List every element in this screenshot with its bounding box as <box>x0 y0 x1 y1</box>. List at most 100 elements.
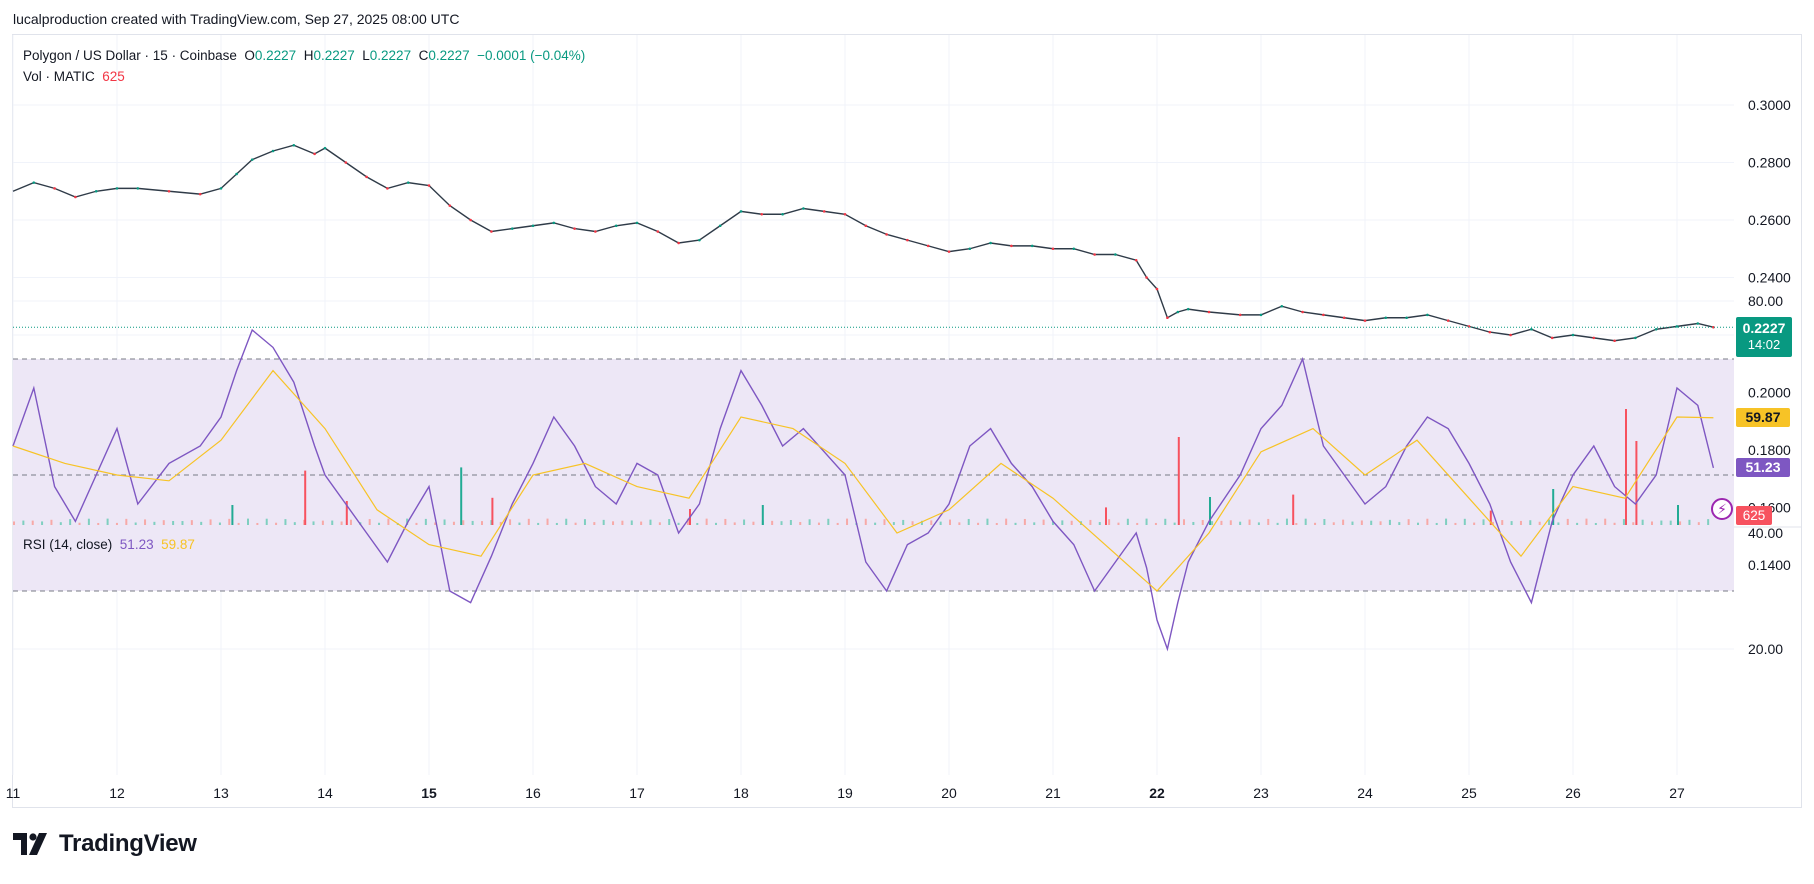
volume-bar <box>621 520 624 525</box>
volume-bar <box>97 522 100 525</box>
volume-bar <box>911 521 914 525</box>
tradingview-logo[interactable]: TradingView <box>13 830 197 858</box>
volume-bar <box>1473 522 1476 525</box>
volume-bar <box>612 521 615 525</box>
volume-bar <box>153 521 156 525</box>
volume-bar <box>443 519 446 525</box>
volume-bar <box>490 520 493 525</box>
price-point <box>1114 253 1117 256</box>
volume-bar <box>481 521 483 525</box>
volume-bar <box>1398 522 1401 525</box>
volume-bar <box>696 522 699 525</box>
volume-bar <box>499 521 502 525</box>
volume-bar <box>471 520 474 525</box>
volume-spike-bar <box>761 505 764 525</box>
tradingview-logo-icon <box>13 833 47 855</box>
volume-bar <box>1445 518 1448 525</box>
volume-bar <box>958 522 961 525</box>
volume-bar <box>312 521 315 525</box>
volume-bar <box>293 522 296 525</box>
volume-label[interactable]: Vol · MATIC <box>23 69 95 84</box>
high-label: H <box>303 48 314 63</box>
price-tick-label: 0.1800 <box>1748 442 1791 458</box>
volume-spike-bar <box>460 467 463 525</box>
price-point <box>250 158 254 161</box>
volume-bar <box>1051 521 1054 525</box>
volume-spike-bar <box>231 505 234 525</box>
price-point <box>1712 325 1715 329</box>
price-point <box>167 189 171 193</box>
volume-spike-bar <box>1292 494 1295 525</box>
volume-bar <box>303 519 306 525</box>
time-tick-label: 15 <box>421 785 437 801</box>
volume-bar <box>686 518 689 525</box>
volume-bar <box>668 519 671 525</box>
volume-bar <box>583 519 586 525</box>
volume-spike-bar <box>1677 505 1679 525</box>
volume-bar <box>1548 519 1551 525</box>
volume-bar <box>1257 522 1260 525</box>
volume-bar <box>1183 519 1185 525</box>
price-point <box>510 227 514 230</box>
time-tick-label: 19 <box>837 785 853 801</box>
volume-bar <box>630 520 633 525</box>
volume-bar <box>462 520 465 525</box>
rsi-label[interactable]: RSI (14, close) <box>23 537 113 552</box>
volume-bar <box>1519 520 1522 525</box>
price-point <box>1675 325 1679 328</box>
volume-bar <box>134 522 137 525</box>
price-point <box>365 175 368 179</box>
volume-spike-bar <box>304 470 307 525</box>
rsi-tick-label: 40.00 <box>1748 525 1783 541</box>
symbol-title[interactable]: Polygon / US Dollar · 15 · Coinbase <box>23 48 237 63</box>
price-point <box>677 241 680 245</box>
volume-bar <box>1482 519 1485 525</box>
price-point <box>292 143 296 147</box>
time-tick-label: 11 <box>6 785 21 801</box>
volume-bar <box>1538 521 1541 525</box>
volume-bar <box>864 518 867 525</box>
price-point <box>864 224 868 228</box>
rsi-value: 51.23 <box>119 537 154 552</box>
volume-bar <box>1529 520 1532 525</box>
volume-bar <box>1154 522 1157 525</box>
volume-bar <box>331 520 334 525</box>
volume-bar <box>1192 521 1195 525</box>
volume-bar <box>789 520 792 525</box>
price-point <box>1134 258 1138 262</box>
bar-countdown: 14:02 <box>1747 337 1781 353</box>
volume-bar <box>41 521 44 525</box>
volume-bar <box>125 518 128 525</box>
price-point <box>552 221 556 225</box>
rsi-tick-label: 80.00 <box>1748 293 1783 309</box>
volume-bar <box>424 518 427 525</box>
volume-bar <box>1697 522 1700 525</box>
volume-bar <box>883 519 886 525</box>
volume-bar <box>237 522 240 525</box>
volume-bar <box>939 521 942 525</box>
lightning-icon[interactable]: ⚡ <box>1711 498 1733 520</box>
volume-bar <box>1276 522 1279 525</box>
price-tick-label: 0.3000 <box>1748 97 1791 113</box>
volume-bar <box>106 518 109 525</box>
volume-spike-bar <box>491 497 494 525</box>
volume-bar <box>275 522 278 525</box>
volume-bar <box>1023 518 1026 525</box>
volume-bar <box>1388 519 1391 525</box>
volume-bar <box>31 520 34 525</box>
volume-bar <box>1651 521 1653 525</box>
time-tick-label: 17 <box>629 785 645 801</box>
price-point <box>1634 336 1637 340</box>
volume-bar <box>1407 519 1410 525</box>
change-value: −0.0001 (−0.04%) <box>477 48 586 63</box>
volume-bar <box>1669 520 1672 525</box>
price-tick-label: 0.2400 <box>1748 270 1791 286</box>
price-point <box>698 238 701 242</box>
price-point <box>1322 313 1325 317</box>
volume-bar <box>1061 520 1064 525</box>
volume-bar <box>59 522 62 525</box>
volume-bar <box>1014 522 1017 525</box>
price-point <box>656 230 660 233</box>
volume-bar <box>780 521 783 525</box>
